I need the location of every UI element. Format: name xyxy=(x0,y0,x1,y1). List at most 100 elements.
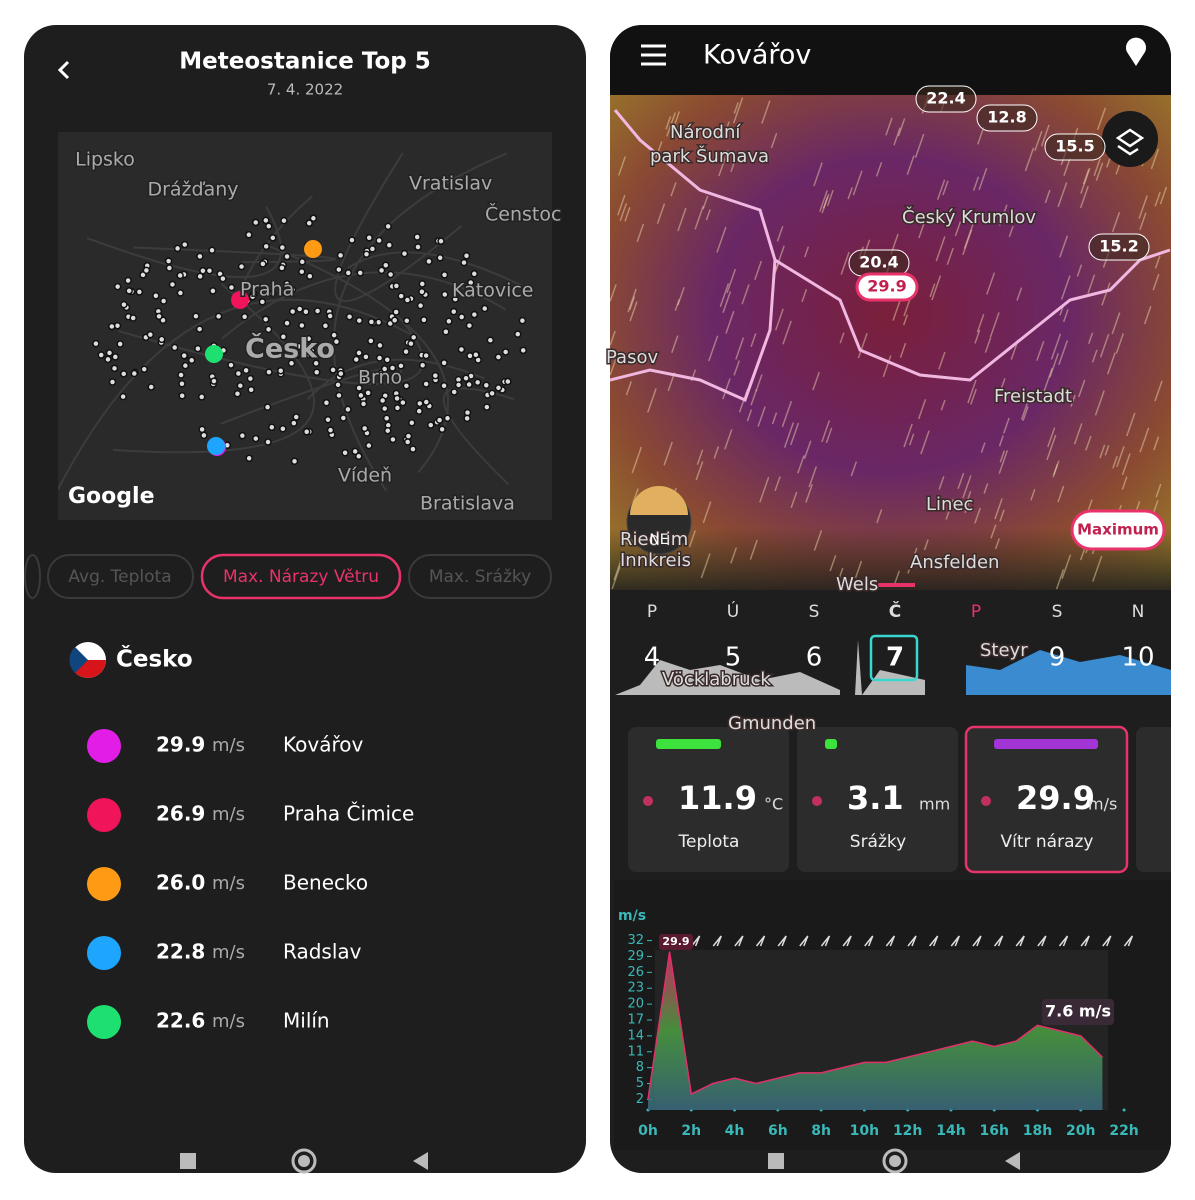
station-dot xyxy=(488,389,496,398)
station-dot xyxy=(519,346,527,355)
station-marker xyxy=(231,291,249,309)
tab[interactable] xyxy=(47,554,194,599)
station-dot xyxy=(486,336,495,344)
station-dot xyxy=(199,267,207,275)
streak xyxy=(677,207,687,232)
back-button[interactable] xyxy=(57,60,70,80)
streak xyxy=(931,275,942,301)
card-bar xyxy=(656,739,721,749)
station-dot xyxy=(384,222,392,231)
station-dot xyxy=(192,312,200,320)
streak xyxy=(1111,212,1121,233)
station-dot xyxy=(116,340,124,348)
streak xyxy=(722,378,731,400)
y-tick-label: 26 xyxy=(627,965,644,980)
streak xyxy=(903,423,913,448)
station-dot xyxy=(240,313,249,321)
station-dot xyxy=(399,398,407,407)
station-color xyxy=(87,936,121,970)
streak xyxy=(702,501,712,524)
streak xyxy=(716,226,727,253)
station-dot xyxy=(359,400,368,408)
y-tick-label: 17 xyxy=(627,1013,644,1028)
station-dot xyxy=(294,342,303,351)
station-dot xyxy=(290,457,299,465)
streak xyxy=(702,195,709,210)
station-dot xyxy=(326,312,334,320)
station-dot xyxy=(375,354,384,362)
streak xyxy=(677,287,685,306)
station-dot xyxy=(312,359,320,368)
station-dot xyxy=(355,384,363,392)
streak xyxy=(1154,255,1161,269)
streak xyxy=(839,332,845,344)
station-name: Radslav xyxy=(283,940,362,964)
station-dot xyxy=(263,403,272,411)
station-dot xyxy=(187,356,196,365)
station-dot xyxy=(125,287,133,295)
station-dot xyxy=(159,297,168,305)
streak xyxy=(1082,169,1090,185)
right-nav xyxy=(768,1148,1020,1173)
axis-unit: m/s xyxy=(618,908,646,924)
station-marker xyxy=(207,437,225,455)
station-dot xyxy=(416,301,425,310)
menu-button[interactable] xyxy=(641,44,666,66)
streak xyxy=(813,530,823,551)
y-tick-label: 11 xyxy=(627,1044,644,1059)
selected-day[interactable] xyxy=(869,634,919,682)
station-dot xyxy=(482,381,491,389)
streak xyxy=(1058,340,1069,365)
location-button[interactable] xyxy=(1126,37,1146,66)
station-dot xyxy=(279,424,287,433)
maximum-button[interactable] xyxy=(1070,509,1166,551)
streak xyxy=(1059,235,1069,258)
station-dot xyxy=(302,427,311,436)
streak xyxy=(914,133,925,158)
streak xyxy=(857,332,868,359)
wind-arrow xyxy=(777,935,787,947)
map-label: Česko xyxy=(245,333,335,365)
streak xyxy=(938,351,946,370)
tab-active[interactable] xyxy=(200,553,402,600)
streak xyxy=(1024,147,1035,172)
station-dot xyxy=(288,307,297,316)
road xyxy=(269,245,450,474)
streak xyxy=(902,314,909,326)
station-dot xyxy=(470,270,479,278)
station-dot xyxy=(392,308,400,316)
streak xyxy=(1050,333,1062,360)
layers-button[interactable] xyxy=(1102,111,1158,167)
streak xyxy=(610,356,618,376)
station-dot xyxy=(364,389,372,397)
streak xyxy=(1104,445,1110,456)
station-dot xyxy=(309,214,318,223)
value-badge-text: 15.5 xyxy=(1055,137,1094,156)
tab[interactable] xyxy=(408,554,552,599)
station-color xyxy=(87,729,121,763)
streak xyxy=(733,102,739,114)
station-dot xyxy=(276,366,285,375)
station-dot xyxy=(278,264,286,272)
day-indicator xyxy=(878,583,915,587)
streak xyxy=(754,260,763,280)
station-dot xyxy=(214,312,223,321)
station-dot xyxy=(305,219,313,227)
station-dot xyxy=(376,341,384,350)
map-label: Drážďany xyxy=(147,179,238,201)
station-dot xyxy=(518,316,527,325)
streak xyxy=(998,435,1004,447)
station-dot xyxy=(335,391,343,400)
maximum-label: Maximum xyxy=(1077,521,1159,539)
streak xyxy=(1112,455,1118,469)
day-letter: Ú xyxy=(727,600,739,622)
streak xyxy=(999,450,1006,463)
station-name: Praha Čimice xyxy=(283,802,414,826)
streak xyxy=(1062,309,1069,323)
map-label: Katovice xyxy=(452,280,534,302)
station-value: 26.0 xyxy=(156,871,205,895)
streak xyxy=(998,450,1009,474)
x-tick-label: 4h xyxy=(725,1123,745,1139)
y-tick-label: 20 xyxy=(627,997,644,1012)
streak xyxy=(688,530,696,548)
